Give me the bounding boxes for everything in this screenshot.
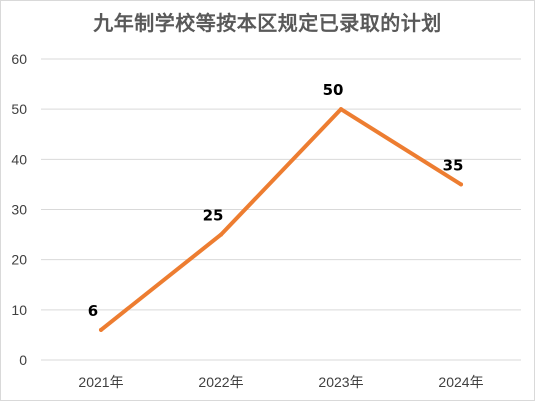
x-tick-label: 2022年 [198,374,243,390]
data-point [459,182,463,187]
gridlines [41,58,521,361]
data-point [219,232,223,237]
series-group [99,107,463,332]
y-tick-label: 40 [11,151,27,167]
data-point [99,327,103,332]
data-label: 6 [88,302,98,320]
y-tick-label: 20 [11,252,27,268]
y-tick-label: 30 [11,202,27,218]
y-tick-label: 10 [11,302,27,318]
series-line [99,107,463,332]
x-tick-label: 2021年 [78,374,123,390]
data-point [339,107,343,112]
y-tick-label: 0 [19,352,27,368]
x-tick-label: 2024年 [438,374,483,390]
data-label: 25 [203,207,224,225]
chart-title: 九年制学校等按本区规定已录取的计划 [93,11,442,35]
data-label: 50 [323,81,344,99]
data-labels: 6 25 50 35 [88,81,464,320]
x-axis-ticks: 2021年 2022年 2023年 2024年 [78,374,483,390]
data-label: 35 [443,156,464,174]
x-tick-label: 2023年 [318,374,363,390]
y-tick-label: 50 [11,101,27,117]
y-tick-label: 60 [11,51,27,67]
y-axis-ticks: 0 10 20 30 40 50 60 [11,51,27,368]
